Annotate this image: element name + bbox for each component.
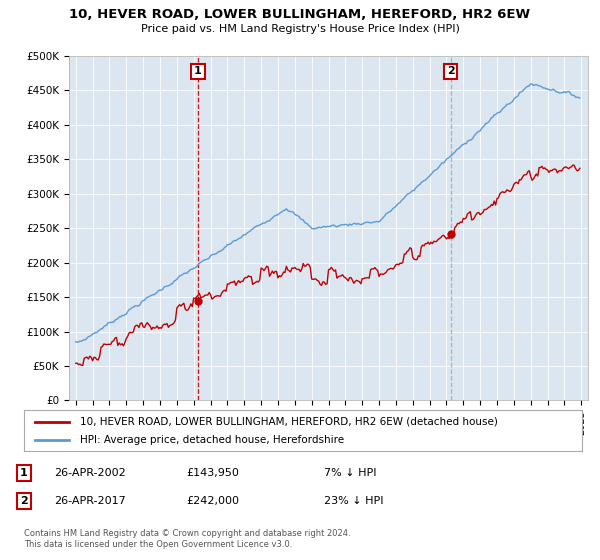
Text: 26-APR-2017: 26-APR-2017 <box>54 496 126 506</box>
Text: Contains HM Land Registry data © Crown copyright and database right 2024.
This d: Contains HM Land Registry data © Crown c… <box>24 529 350 549</box>
Text: 2: 2 <box>20 496 28 506</box>
Text: 1: 1 <box>194 66 202 76</box>
Text: 23% ↓ HPI: 23% ↓ HPI <box>324 496 383 506</box>
Text: £143,950: £143,950 <box>186 468 239 478</box>
Text: 26-APR-2002: 26-APR-2002 <box>54 468 126 478</box>
Text: 1: 1 <box>20 468 28 478</box>
Text: 10, HEVER ROAD, LOWER BULLINGHAM, HEREFORD, HR2 6EW (detached house): 10, HEVER ROAD, LOWER BULLINGHAM, HEREFO… <box>80 417 497 427</box>
Text: HPI: Average price, detached house, Herefordshire: HPI: Average price, detached house, Here… <box>80 435 344 445</box>
Text: 10, HEVER ROAD, LOWER BULLINGHAM, HEREFORD, HR2 6EW: 10, HEVER ROAD, LOWER BULLINGHAM, HEREFO… <box>70 8 530 21</box>
Text: Price paid vs. HM Land Registry's House Price Index (HPI): Price paid vs. HM Land Registry's House … <box>140 24 460 34</box>
Text: £242,000: £242,000 <box>186 496 239 506</box>
Text: 7% ↓ HPI: 7% ↓ HPI <box>324 468 377 478</box>
Text: 2: 2 <box>447 66 455 76</box>
